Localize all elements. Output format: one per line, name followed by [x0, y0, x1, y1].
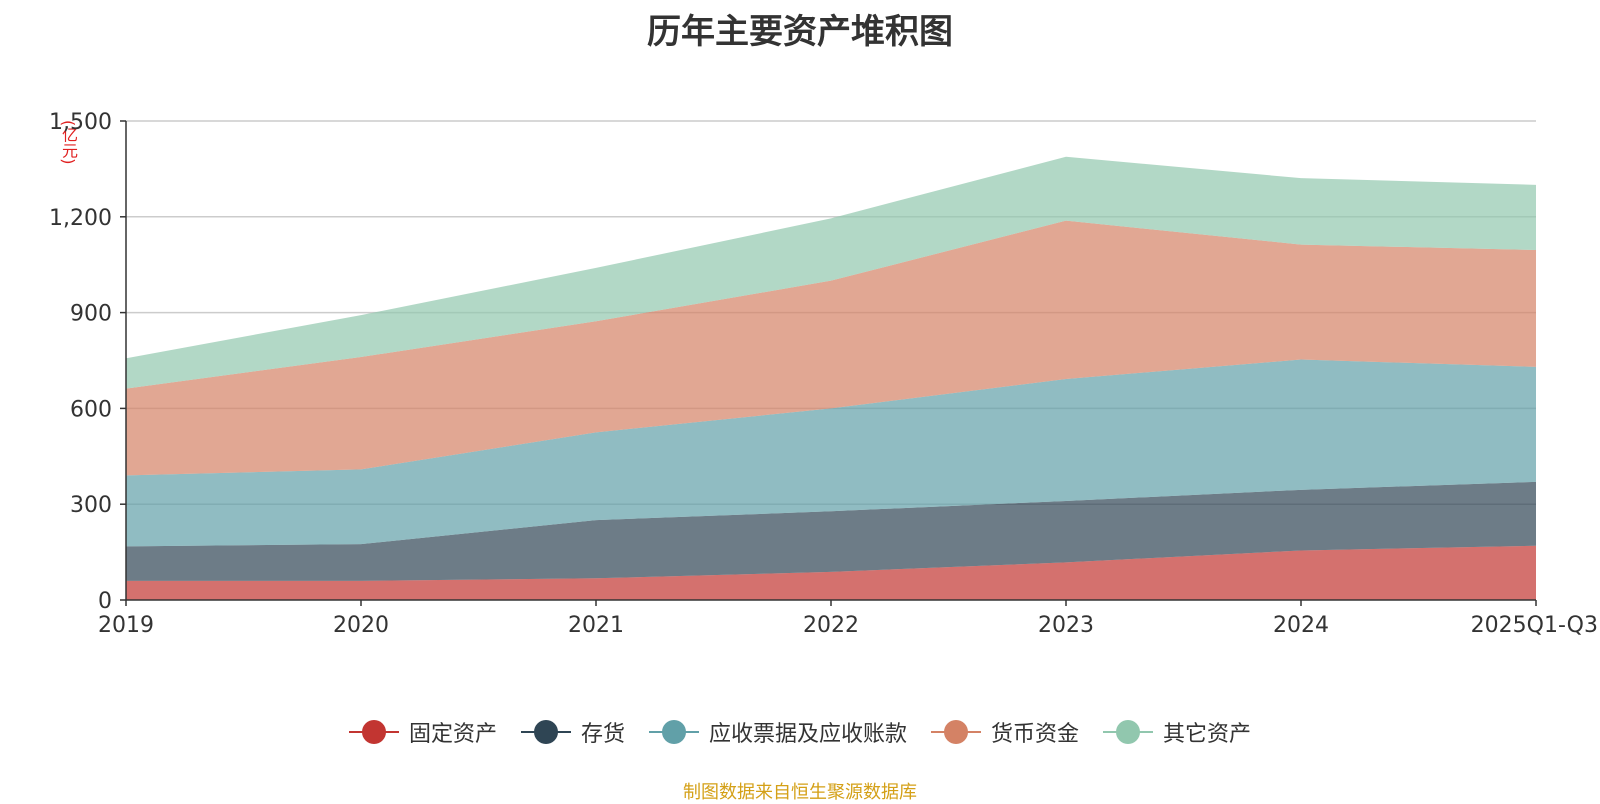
legend-marker-icon [1103, 720, 1154, 744]
y-tick-label-4: 1,200 [49, 206, 112, 231]
x-tick-label-2: 2021 [568, 613, 624, 638]
area-0 [126, 545, 1536, 600]
legend-marker-icon [520, 720, 571, 744]
legend-marker-icon [931, 720, 981, 744]
legend-item-3[interactable]: 货币资金 [931, 716, 1079, 748]
y-tick-label-5: 1,500 [49, 110, 112, 135]
legend-label: 货币资金 [991, 722, 1080, 747]
area-1 [126, 481, 1536, 581]
legend-item-0[interactable]: 固定资产 [348, 716, 497, 748]
chart-legend: 固定资产 存货 应收票据及应收账款 货币资金 其它资产 [0, 716, 1600, 748]
x-tick-label-4: 2023 [1038, 613, 1094, 638]
legend-label: 其它资产 [1163, 722, 1252, 747]
x-tick-label-6: 2025Q1-Q3 [1471, 613, 1598, 638]
y-tick-label-3: 900 [70, 302, 112, 327]
legend-label: 固定资产 [408, 722, 497, 747]
legend-item-4[interactable]: 其它资产 [1103, 716, 1251, 748]
x-tick-label-3: 2022 [803, 613, 859, 638]
area-4 [126, 156, 1536, 389]
y-tick-label-2: 600 [70, 397, 112, 422]
x-tick-label-1: 2020 [333, 613, 389, 638]
legend-marker-icon [648, 720, 699, 744]
legend-item-1[interactable]: 存货 [520, 716, 625, 748]
y-axis-unit-label: (亿元) [59, 120, 78, 165]
legend-marker-icon [348, 720, 399, 744]
area-2 [126, 359, 1536, 547]
data-source-note: 制图数据来自恒生聚源数据库 [683, 782, 917, 803]
chart-title: 历年主要资产堆积图 [647, 12, 953, 52]
legend-label: 存货 [580, 722, 625, 747]
y-tick-label-1: 300 [70, 493, 112, 518]
area-3 [126, 220, 1536, 476]
y-tick-label-0: 0 [98, 589, 112, 614]
legend-item-2[interactable]: 应收票据及应收账款 [648, 716, 907, 748]
x-tick-label-5: 2024 [1273, 613, 1329, 638]
legend-label: 应收票据及应收账款 [708, 722, 907, 747]
x-tick-label-0: 2019 [98, 613, 154, 638]
